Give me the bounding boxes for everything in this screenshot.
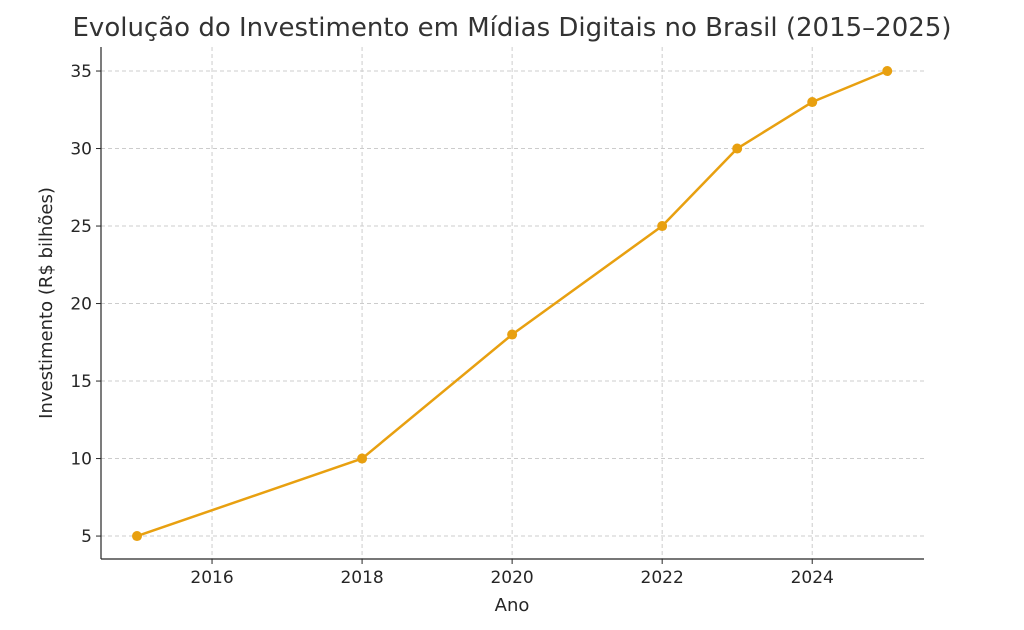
x-tick-label: 2022: [641, 568, 684, 588]
y-axis-label: Investimento (R$ bilhões): [36, 187, 57, 419]
chart-title: Evolução do Investimento em Mídias Digit…: [73, 13, 952, 43]
x-tick-label: 2018: [340, 568, 383, 588]
y-tick-label: 30: [70, 140, 92, 160]
data-point: [132, 531, 143, 542]
y-tick-label: 20: [70, 295, 92, 315]
axes: 2016 2018 2020 2022 2024 5 10 15 20 25 30 35: [70, 47, 924, 588]
y-tick-label: 10: [70, 450, 92, 470]
data-point: [507, 329, 518, 340]
y-tick-label: 25: [70, 217, 92, 237]
data-point: [357, 453, 368, 464]
series: [132, 66, 893, 542]
data-point: [882, 66, 893, 77]
y-tick-label: 35: [70, 62, 92, 82]
y-tick-label: 15: [70, 372, 92, 392]
data-point: [657, 221, 668, 232]
x-tick-label: 2016: [190, 568, 233, 588]
grid: [101, 47, 924, 559]
data-point: [807, 97, 818, 108]
x-tick-label: 2024: [791, 568, 834, 588]
x-axis-label: Ano: [495, 595, 530, 616]
data-point: [732, 143, 743, 154]
x-tick-label: 2020: [490, 568, 533, 588]
y-tick-label: 5: [81, 527, 92, 547]
